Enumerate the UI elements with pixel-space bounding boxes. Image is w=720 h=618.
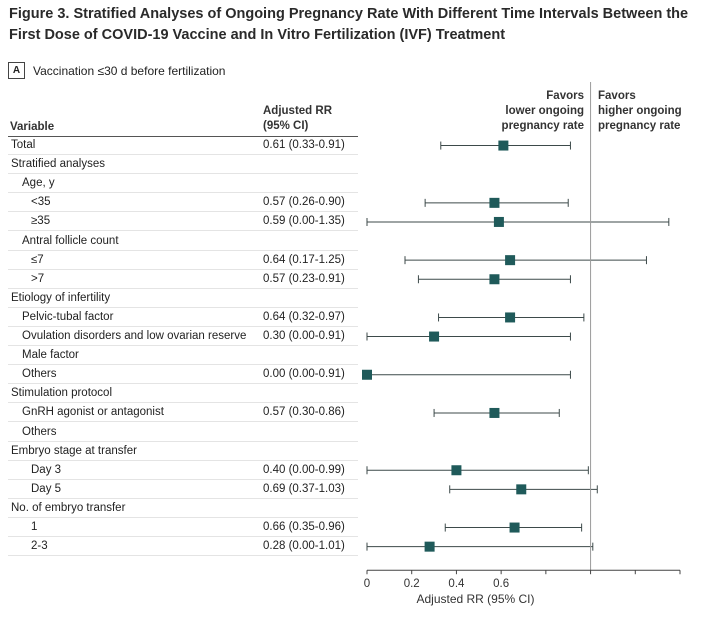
column-header-rr-line2: (95% CI): [263, 120, 309, 132]
panel-letter: A: [8, 62, 25, 79]
table-row: Day 5 0.69 (0.37-1.03): [8, 480, 358, 499]
estimate-marker: [489, 274, 500, 285]
figure-title: Figure 3. Stratified Analyses of Ongoing…: [9, 6, 689, 43]
row-rr-value: 0.28 (0.00-1.01): [263, 540, 345, 553]
estimate-marker: [429, 331, 440, 342]
table-row: Embryo stage at transfer: [8, 442, 358, 461]
table-row: Day 3 0.40 (0.00-0.99): [8, 461, 358, 480]
row-label: Others: [22, 425, 57, 438]
table-row: Total 0.61 (0.33-0.91): [8, 136, 358, 155]
estimate-marker: [424, 541, 435, 552]
row-rr-value: 0.61 (0.33-0.91): [263, 139, 345, 151]
favors-higher-line2: higher ongoing: [598, 105, 682, 117]
favors-higher-label: Favors higher ongoing pregnancy rate: [598, 89, 682, 134]
row-label: Pelvic-tubal factor: [22, 310, 114, 323]
table-row: 1 0.66 (0.35-0.96): [8, 518, 358, 537]
column-header-variable: Variable: [10, 121, 55, 133]
estimate-marker: [489, 197, 500, 208]
estimate-marker: [489, 407, 500, 418]
row-label: Male factor: [22, 349, 79, 362]
row-rr-value: 0.40 (0.00-0.99): [263, 463, 345, 476]
row-label: Ovulation disorders and low ovarian rese…: [22, 330, 247, 342]
header-divider: [8, 136, 358, 137]
row-label: GnRH agonist or antagonist: [22, 406, 164, 419]
row-label: ≥35: [31, 215, 51, 228]
favors-lower-line2: lower ongoing: [505, 105, 584, 117]
row-label: No. of embryo transfer: [11, 501, 126, 514]
estimate-marker: [451, 465, 462, 476]
table-row: GnRH agonist or antagonist 0.57 (0.30-0.8…: [8, 403, 358, 423]
table-row: Stimulation protocol: [8, 384, 358, 404]
panel-label: Vaccination ≤30 d before fertilization: [33, 63, 226, 78]
row-label: Stimulation protocol: [11, 387, 112, 400]
table-row: Stratified analyses: [8, 155, 358, 175]
x-tick-label: 0.6: [493, 578, 509, 590]
table-row: Pelvic-tubal factor 0.64 (0.32-0.97): [8, 308, 358, 327]
row-label: 1: [31, 521, 38, 533]
favors-lower-label: Favors lower ongoing pregnancy rate: [480, 89, 584, 134]
row-rr-value: 0.57 (0.23-0.91): [263, 272, 345, 285]
favors-lower-line1: Favors: [546, 90, 584, 102]
row-rr-value: 0.66 (0.35-0.96): [263, 521, 345, 533]
table-row: ≥35 0.59 (0.00-1.35): [8, 212, 358, 232]
estimate-marker: [509, 522, 520, 533]
table-row: Age, y: [8, 174, 358, 194]
table-row: 2-3 0.28 (0.00-1.01): [8, 537, 358, 557]
row-rr-value: 0.00 (0.00-0.91): [263, 368, 345, 381]
row-label: ≤7: [31, 253, 44, 266]
estimate-marker: [493, 216, 504, 227]
row-label: 2-3: [31, 540, 48, 553]
row-rr-value: 0.57 (0.30-0.86): [263, 406, 345, 419]
row-label: Etiology of infertility: [11, 291, 111, 304]
table-row: Others 0.00 (0.00-0.91): [8, 365, 358, 385]
row-rr-value: 0.69 (0.37-1.03): [263, 482, 345, 495]
row-label: Stratified analyses: [11, 158, 105, 171]
table-row: Others: [8, 423, 358, 442]
table-row: Etiology of infertility: [8, 289, 358, 308]
row-label: >7: [31, 272, 45, 285]
favors-lower-line3: pregnancy rate: [501, 120, 584, 132]
estimate-marker: [505, 312, 516, 323]
row-label: Day 3: [31, 463, 62, 476]
row-rr-value: 0.64 (0.32-0.97): [263, 310, 345, 323]
favors-higher-line3: pregnancy rate: [598, 120, 681, 132]
estimate-marker: [498, 140, 509, 151]
row-label: Others: [22, 368, 57, 381]
row-label: Age, y: [22, 177, 55, 190]
table-row: Antral follicle count: [8, 232, 358, 251]
row-rr-value: 0.57 (0.26-0.90): [263, 196, 345, 209]
estimate-marker: [516, 484, 527, 495]
x-axis-title: Adjusted RR (95% CI): [416, 592, 534, 606]
row-label: Day 5: [31, 482, 62, 495]
table-row: No. of embryo transfer: [8, 499, 358, 518]
estimate-marker: [362, 369, 372, 380]
panel-header: A Vaccination ≤30 d before fertilization: [8, 62, 225, 79]
estimate-marker: [505, 255, 516, 266]
column-header-adjusted-rr: Adjusted RR (95% CI): [263, 104, 332, 134]
favors-higher-line1: Favors: [598, 90, 636, 102]
row-label: Embryo stage at transfer: [11, 444, 137, 457]
table-row: <35 0.57 (0.26-0.90): [8, 193, 358, 213]
table-row: >7 0.57 (0.23-0.91): [8, 270, 358, 289]
column-header-rr-line1: Adjusted RR: [263, 105, 332, 117]
row-label: Total: [11, 139, 36, 151]
row-rr-value: 0.64 (0.17-1.25): [263, 253, 345, 266]
x-tick-label: 0.2: [404, 578, 420, 590]
row-rr-value: 0.30 (0.00-0.91): [263, 330, 345, 342]
x-tick-label: 0: [364, 578, 370, 590]
row-rr-value: 0.59 (0.00-1.35): [263, 215, 345, 228]
x-tick-label: 0.4: [448, 578, 465, 590]
row-label: Antral follicle count: [22, 234, 119, 247]
table-row: ≤7 0.64 (0.17-1.25): [8, 251, 358, 270]
row-label: <35: [31, 196, 51, 209]
table-row: Ovulation disorders and low ovarian rese…: [8, 327, 358, 346]
table-row: Male factor: [8, 346, 358, 366]
